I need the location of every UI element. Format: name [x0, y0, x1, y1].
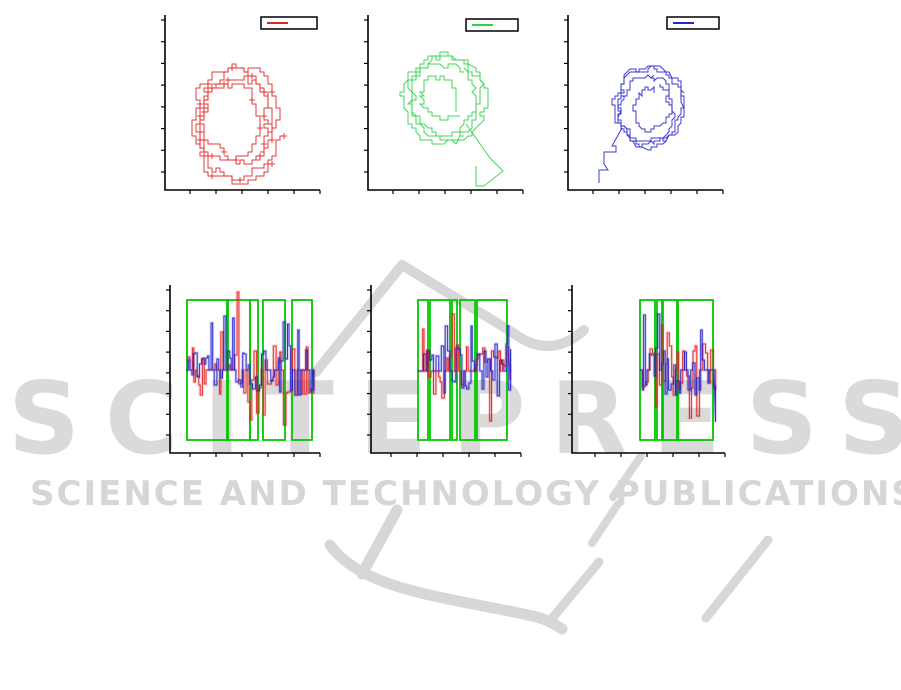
logo-slash-icon [701, 535, 773, 623]
subplot-signal-1 [166, 285, 321, 457]
watermark-brand-text: SCITEPRESS [8, 360, 901, 477]
logo-roof [311, 260, 589, 377]
logo-slash-icon [588, 500, 622, 547]
subplot-trajectory-green [364, 15, 524, 194]
subplot-signal-3 [568, 285, 726, 457]
logo-slash-icon [544, 557, 604, 627]
watermark-subtitle-text: SCIENCE AND TECHNOLOGY PUBLICATIONS [30, 474, 901, 514]
subplot-signal-2 [367, 285, 522, 457]
subplot-trajectory-blue [564, 15, 724, 194]
logo-check [356, 504, 403, 580]
logo-slash-icon [609, 452, 645, 501]
subplot-trajectory-red [161, 15, 321, 194]
